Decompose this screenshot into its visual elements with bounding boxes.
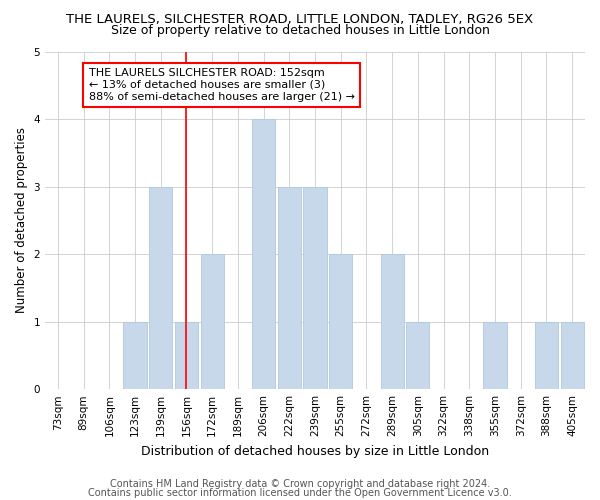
Bar <box>380 254 404 389</box>
Bar <box>406 322 430 389</box>
Bar <box>252 119 275 389</box>
Y-axis label: Number of detached properties: Number of detached properties <box>15 128 28 314</box>
Text: Contains public sector information licensed under the Open Government Licence v3: Contains public sector information licen… <box>88 488 512 498</box>
Text: Contains HM Land Registry data © Crown copyright and database right 2024.: Contains HM Land Registry data © Crown c… <box>110 479 490 489</box>
X-axis label: Distribution of detached houses by size in Little London: Distribution of detached houses by size … <box>141 444 489 458</box>
Bar <box>149 186 172 389</box>
Text: THE LAURELS SILCHESTER ROAD: 152sqm
← 13% of detached houses are smaller (3)
88%: THE LAURELS SILCHESTER ROAD: 152sqm ← 13… <box>89 68 355 102</box>
Bar <box>278 186 301 389</box>
Bar <box>124 322 146 389</box>
Bar <box>329 254 352 389</box>
Bar <box>200 254 224 389</box>
Text: THE LAURELS, SILCHESTER ROAD, LITTLE LONDON, TADLEY, RG26 5EX: THE LAURELS, SILCHESTER ROAD, LITTLE LON… <box>67 12 533 26</box>
Bar <box>535 322 558 389</box>
Bar <box>304 186 326 389</box>
Bar <box>175 322 198 389</box>
Bar <box>484 322 506 389</box>
Text: Size of property relative to detached houses in Little London: Size of property relative to detached ho… <box>110 24 490 37</box>
Bar <box>560 322 584 389</box>
